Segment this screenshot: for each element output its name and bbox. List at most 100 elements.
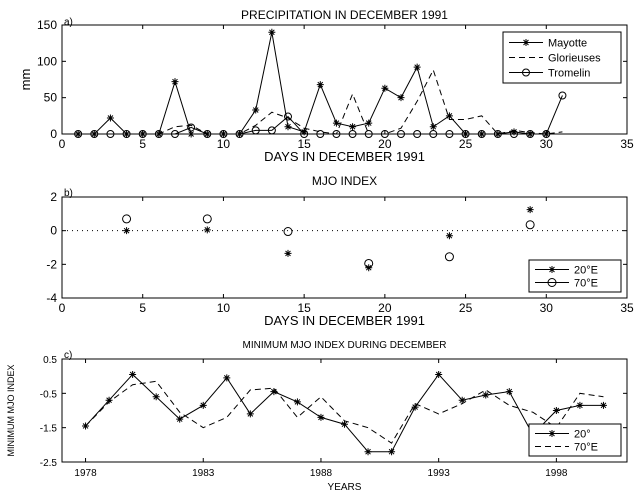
data-point-star (300, 128, 308, 136)
x-tick-label: 15 (297, 301, 311, 315)
data-point-star (505, 388, 513, 396)
data-point-star (388, 448, 396, 456)
series-line (78, 68, 563, 135)
x-axis-label: YEARS (328, 482, 362, 493)
data-point-star (413, 63, 421, 71)
data-point-star (341, 420, 348, 428)
y-tick-label: -1.5 (40, 424, 58, 435)
y-tick-label: -0.5 (40, 389, 58, 400)
y-tick-label: -2 (46, 257, 57, 271)
x-tick-label: 1983 (192, 468, 215, 479)
data-point-star (317, 413, 325, 421)
x-tick-label: 35 (620, 137, 634, 151)
data-point-star (552, 407, 560, 414)
data-point-circle (542, 130, 551, 138)
data-point-circle (461, 130, 470, 138)
x-tick-label: 20 (378, 137, 392, 151)
y-tick-label: 0 (50, 224, 57, 238)
y-tick-label: -4 (46, 291, 57, 305)
series-1 (82, 370, 607, 456)
data-point-circle (106, 130, 115, 138)
data-point-star (293, 398, 301, 406)
y-tick-label: 50 (44, 91, 58, 105)
data-point-star (411, 403, 419, 411)
data-point-circle (526, 130, 535, 138)
x-tick-label: 10 (217, 301, 231, 315)
data-point-star (203, 226, 211, 234)
series-line (78, 95, 563, 135)
y-axis-label: MINIMUM MJO INDEX (6, 365, 16, 457)
series-line (78, 32, 547, 135)
data-point-star (284, 123, 292, 131)
legend-box (528, 423, 622, 457)
legend-marker-star (548, 266, 556, 273)
data-point-star (364, 448, 372, 456)
legend-marker-circle (547, 278, 557, 287)
data-point-star (176, 415, 184, 423)
data-point-circle (429, 130, 438, 138)
data-point-circle (510, 130, 518, 138)
legend-label: Mayotte (548, 38, 587, 50)
data-point-circle (380, 130, 389, 138)
data-point-star (510, 128, 518, 136)
data-point-star (526, 206, 534, 214)
data-point-star (381, 84, 389, 92)
data-point-star (349, 123, 357, 131)
y-tick-label: 0.5 (43, 355, 57, 366)
data-point-circle (74, 130, 83, 138)
panel-label: a) (64, 17, 73, 28)
x-tick-label: 25 (459, 301, 473, 315)
data-point-circle (284, 112, 292, 121)
data-point-star (445, 112, 453, 120)
data-point-circle (90, 130, 99, 138)
data-point-star (458, 396, 466, 404)
data-point-star (332, 119, 340, 127)
legend (502, 31, 622, 84)
data-point-star (171, 78, 179, 86)
x-tick-label: 25 (459, 137, 473, 151)
legend-label: 70°E (574, 442, 598, 454)
x-tick-label: 1993 (428, 468, 451, 479)
data-point-circle (364, 130, 373, 138)
x-axis-label: DAYS IN DECEMBER 1991 (264, 313, 425, 328)
x-tick-label: 0 (59, 301, 66, 315)
data-point-circle (203, 130, 212, 138)
data-point-star (123, 227, 131, 235)
legend-box (528, 259, 622, 293)
x-tick-label: 10 (217, 137, 231, 151)
data-point-circle (219, 130, 228, 138)
data-point-star (246, 410, 254, 418)
x-tick-label: 20 (378, 301, 392, 315)
data-point-circle (202, 214, 212, 224)
data-point-circle (171, 130, 179, 138)
data-point-star (284, 249, 292, 257)
series-2 (85, 380, 604, 444)
x-tick-label: 1998 (545, 468, 568, 479)
data-point-circle (413, 130, 422, 138)
legend-label: Tromelin (548, 68, 590, 80)
x-tick-label: 1978 (74, 468, 97, 479)
data-point-star (316, 81, 324, 89)
legend (528, 259, 622, 293)
data-point-star (105, 396, 113, 404)
data-point-circle (558, 91, 567, 100)
data-point-circle (332, 130, 341, 138)
chart-title: MJO INDEX (312, 174, 377, 188)
data-point-star (397, 94, 405, 102)
data-point-star (106, 114, 114, 122)
data-point-circle (251, 126, 260, 135)
x-tick-label: 0 (59, 137, 66, 151)
plot-frame (61, 196, 628, 299)
x-axis-label: DAYS IN DECEMBER 1991 (264, 149, 425, 164)
data-point-circle (364, 258, 374, 268)
data-point-circle (283, 227, 293, 237)
data-point-circle (122, 214, 132, 224)
series-1 (74, 28, 550, 138)
data-point-circle (122, 130, 131, 138)
series-line (85, 380, 604, 444)
plot-frame (61, 358, 628, 463)
x-tick-label: 35 (620, 301, 634, 315)
y-tick-label: -2.5 (40, 458, 58, 469)
y-tick-label: 0 (50, 127, 57, 141)
data-point-star (252, 106, 260, 114)
